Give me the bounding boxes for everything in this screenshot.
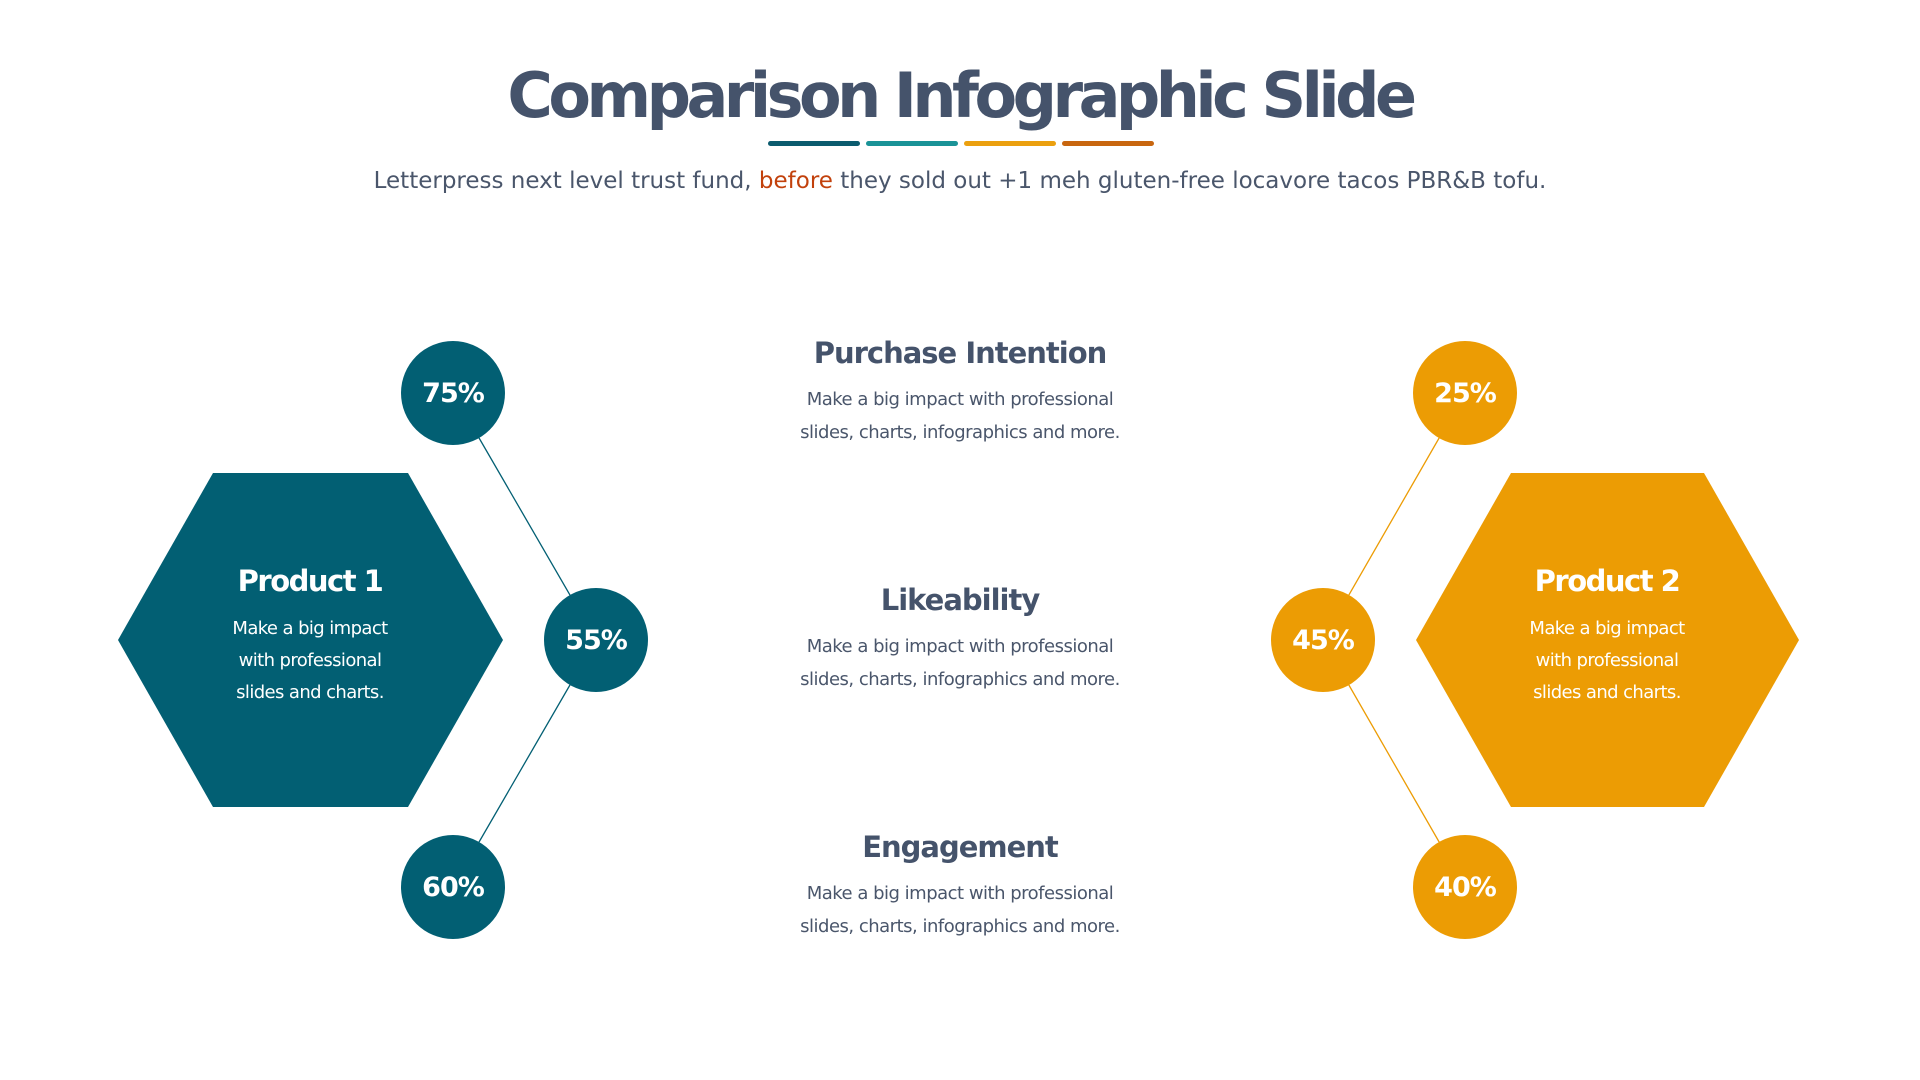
metric-description: Make a big impact with professional slid… (760, 630, 1160, 696)
metric-likeability: Likeability Make a big impact with profe… (760, 580, 1160, 696)
metric-desc-line: slides, charts, infographics and more. (800, 669, 1120, 690)
metric-title: Engagement (862, 830, 1059, 864)
metric-description: Make a big impact with professional slid… (760, 877, 1160, 943)
product-2-card: Product 2 Make a big impact with profess… (1457, 561, 1757, 709)
product-2-desc-line: Make a big impact (1529, 618, 1685, 639)
slide-subtitle: Letterpress next level trust fund, befor… (0, 164, 1920, 198)
metric-desc-line: slides, charts, infographics and more. (800, 422, 1120, 443)
product-1-desc-line: Make a big impact (232, 618, 388, 639)
metric-desc-line: slides, charts, infographics and more. (800, 916, 1120, 937)
accent-bar-3 (964, 141, 1056, 146)
slide-title: Comparison Infographic Slide (507, 59, 1417, 132)
metric-description: Make a big impact with professional slid… (760, 383, 1160, 449)
product-2-description: Make a big impact with professional slid… (1457, 613, 1757, 709)
metric-desc-line: Make a big impact with professional (806, 636, 1114, 657)
product-1-likeability-value: 55% (544, 588, 648, 692)
metric-title: Purchase Intention (813, 336, 1108, 370)
metric-desc-line: Make a big impact with professional (806, 389, 1114, 410)
metric-purchase-intention: Purchase Intention Make a big impact wit… (760, 333, 1160, 449)
product-1-description: Make a big impact with professional slid… (160, 613, 460, 709)
title-accent-bars (768, 141, 1154, 146)
product-1-engagement-value: 60% (401, 835, 505, 939)
product-2-hexagon (1416, 473, 1799, 807)
product-2-purchase-intention-value: 25% (1413, 341, 1517, 445)
product-2-name: Product 2 (1534, 564, 1681, 598)
subtitle-text-start: Letterpress next level trust fund, (373, 168, 759, 194)
metric-desc-line: Make a big impact with professional (806, 883, 1114, 904)
product-1-name: Product 1 (237, 564, 384, 598)
metric-title: Likeability (880, 583, 1041, 617)
product-1-hexagon (118, 473, 503, 807)
accent-bar-4 (1062, 141, 1154, 146)
metric-engagement: Engagement Make a big impact with profes… (760, 827, 1160, 943)
subtitle-highlight: before (758, 168, 833, 194)
product-2-engagement-value: 40% (1413, 835, 1517, 939)
product-1-desc-line: with professional (238, 650, 382, 671)
product-2-desc-line: slides and charts. (1533, 682, 1681, 703)
product-1-card: Product 1 Make a big impact with profess… (160, 561, 460, 709)
product-2-likeability-value: 45% (1271, 588, 1375, 692)
accent-bar-2 (866, 141, 958, 146)
accent-bar-1 (768, 141, 860, 146)
product-2-desc-line: with professional (1535, 650, 1679, 671)
product-1-desc-line: slides and charts. (236, 682, 384, 703)
subtitle-text-end: they sold out +1 meh gluten-free locavor… (832, 168, 1547, 194)
product-1-purchase-intention-value: 75% (401, 341, 505, 445)
